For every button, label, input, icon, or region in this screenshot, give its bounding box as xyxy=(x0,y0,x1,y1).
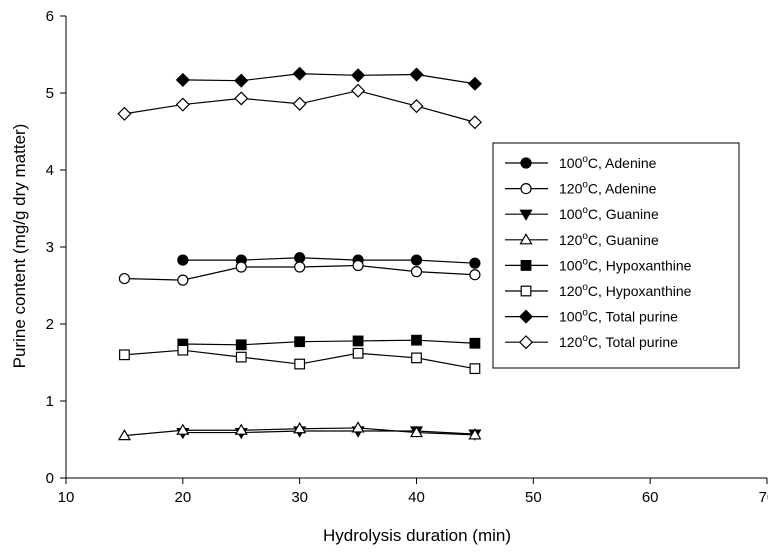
data-point xyxy=(235,261,247,273)
data-point xyxy=(175,97,190,112)
legend-marker xyxy=(519,233,533,245)
data-point xyxy=(235,351,247,363)
y-tick-label: 1 xyxy=(46,393,54,410)
x-tick-label: 50 xyxy=(525,489,542,506)
series-2 xyxy=(118,259,481,286)
legend-marker xyxy=(520,183,532,195)
series-5 xyxy=(177,334,481,351)
y-axis: 0 1 2 3 4 5 6 xyxy=(46,8,66,487)
data-point xyxy=(292,96,307,111)
y-tick-label: 6 xyxy=(46,8,54,25)
data-point xyxy=(411,334,422,346)
data-point xyxy=(177,344,189,356)
legend-marker xyxy=(520,260,532,271)
legend-marker xyxy=(518,309,534,324)
legend-label: 100oC, Adenine xyxy=(559,154,657,171)
x-tick-label: 20 xyxy=(174,489,191,506)
series-line xyxy=(182,430,475,435)
legend-label: 100oC, Total purine xyxy=(559,308,678,325)
data-point xyxy=(234,423,248,435)
data-point xyxy=(409,67,424,82)
data-point xyxy=(177,274,189,286)
legend-box xyxy=(492,142,740,369)
series-line xyxy=(182,73,476,85)
data-point xyxy=(234,91,249,106)
y-tick-label: 3 xyxy=(46,239,54,256)
data-point xyxy=(467,76,482,91)
data-point xyxy=(467,115,482,130)
series-8 xyxy=(117,83,482,130)
legend-entry: 100oC, Guanine xyxy=(505,205,659,222)
legend-entry: 120oC, Adenine xyxy=(505,180,657,197)
legend-entry: 120oC, Guanine xyxy=(505,231,659,248)
data-point xyxy=(469,269,481,281)
data-point xyxy=(293,422,307,434)
y-axis-title: Purine content (mg/g dry matter) xyxy=(10,124,29,369)
data-point xyxy=(409,425,424,438)
data-point xyxy=(469,363,481,375)
data-point xyxy=(292,66,307,81)
data-point xyxy=(176,423,190,435)
legend-label: 120oC, Total purine xyxy=(559,333,678,350)
legend-label: 100oC, Hypoxanthine xyxy=(559,256,692,273)
data-point xyxy=(294,252,306,264)
legend-entry: 120oC, Total purine xyxy=(505,333,678,350)
y-tick-label: 5 xyxy=(46,85,54,102)
legend-marker xyxy=(520,285,532,297)
data-point xyxy=(409,99,424,114)
data-point xyxy=(352,347,364,359)
x-tick-label: 30 xyxy=(291,489,308,506)
data-point xyxy=(410,254,423,266)
series-line xyxy=(182,257,475,264)
legend: 100oC, Adenine 120oC, Adenine 100oC, Guani… xyxy=(492,142,740,369)
data-point xyxy=(469,257,481,269)
legend-entry: 100oC, Adenine xyxy=(505,154,657,171)
x-tick-label: 60 xyxy=(642,489,659,506)
legend-label: 120oC, Hypoxanthine xyxy=(559,282,692,299)
y-tick-label: 4 xyxy=(46,162,54,179)
legend-marker xyxy=(520,157,532,169)
legend-entry: 100oC, Total purine xyxy=(505,308,678,325)
data-point xyxy=(119,349,130,361)
series-layer xyxy=(117,66,482,441)
x-tick-label: 40 xyxy=(408,489,425,506)
legend-label: 120oC, Guanine xyxy=(559,231,659,248)
data-point xyxy=(411,352,422,364)
data-point xyxy=(352,335,364,347)
series-line xyxy=(182,339,475,346)
data-point xyxy=(351,421,365,433)
x-axis-title: Hydrolysis duration (min) xyxy=(323,526,511,545)
y-tick-label: 0 xyxy=(46,470,54,487)
data-point xyxy=(177,254,189,266)
x-tick-label: 70 xyxy=(759,489,768,506)
data-point xyxy=(294,336,306,348)
legend-label: 100oC, Guanine xyxy=(559,205,659,222)
data-point xyxy=(351,83,366,98)
data-point xyxy=(175,72,190,87)
series-6 xyxy=(119,344,481,375)
x-axis: 10 20 30 40 50 60 70 xyxy=(58,478,768,506)
legend-label: 120oC, Adenine xyxy=(559,180,657,197)
data-point xyxy=(118,272,131,285)
series-7 xyxy=(175,66,482,91)
legend-entry: 100oC, Hypoxanthine xyxy=(505,256,692,273)
x-tick-label: 10 xyxy=(58,489,75,506)
data-point xyxy=(468,428,482,440)
data-point xyxy=(469,337,481,349)
data-point xyxy=(352,259,364,272)
data-point xyxy=(117,106,132,121)
data-point xyxy=(234,73,249,88)
data-point xyxy=(117,428,131,441)
legend-marker xyxy=(519,209,533,221)
legend-entry: 120oC, Hypoxanthine xyxy=(505,282,692,299)
y-tick-label: 2 xyxy=(46,316,54,333)
data-point xyxy=(294,261,306,273)
data-point xyxy=(294,358,306,370)
data-point xyxy=(235,339,247,351)
series-4 xyxy=(117,421,482,441)
data-point xyxy=(410,266,423,278)
legend-marker xyxy=(518,335,534,350)
data-point xyxy=(351,68,366,83)
